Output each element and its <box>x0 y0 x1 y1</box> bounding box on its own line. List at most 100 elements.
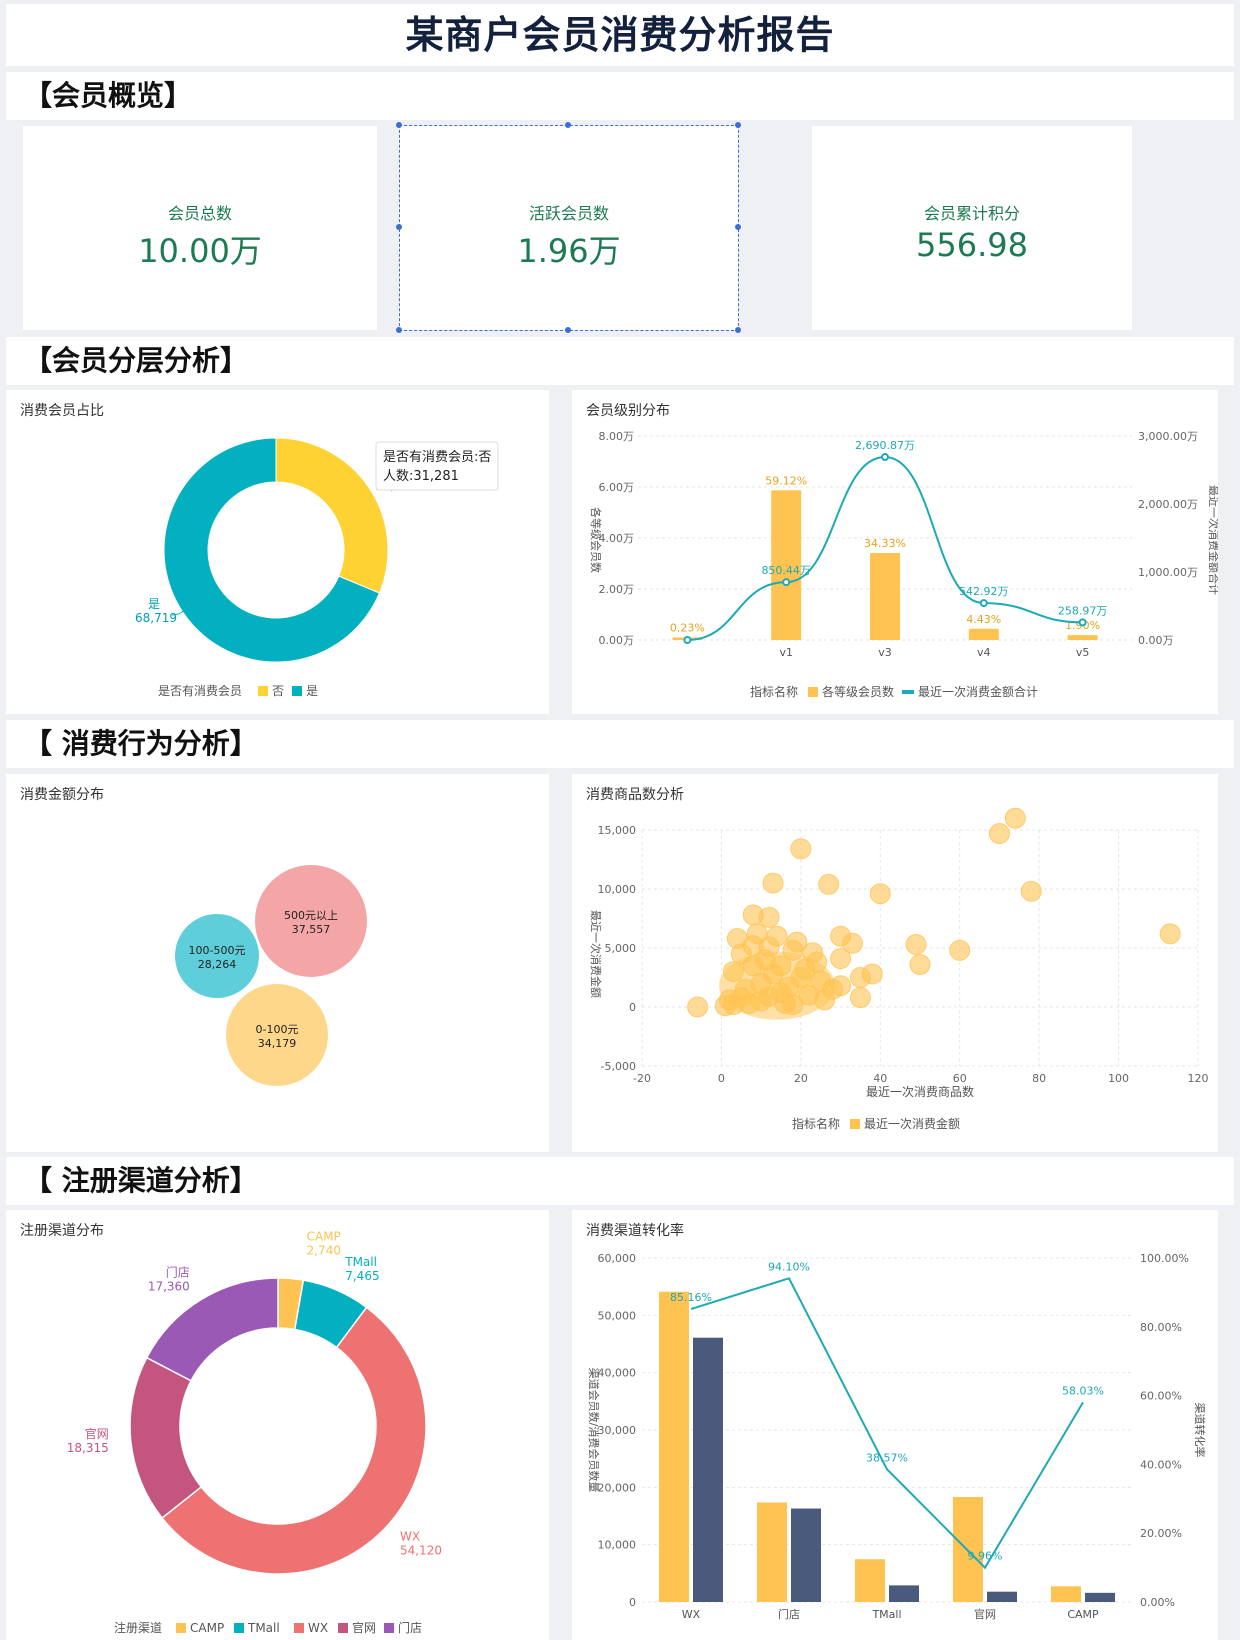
bar-消费会员数 <box>791 1508 821 1602</box>
bubble <box>255 865 367 977</box>
slice-name: WX <box>400 1529 420 1543</box>
legend-swatch <box>234 1623 244 1633</box>
line-label: 94.10% <box>768 1260 810 1273</box>
scatter-point <box>988 823 1010 845</box>
scatter-point <box>762 963 784 985</box>
bar-注册会员数 <box>855 1559 885 1602</box>
bubble-value: 37,557 <box>292 923 331 936</box>
resize-handle[interactable] <box>396 224 402 230</box>
report-title-bar: 某商户会员消费分析报告 <box>6 4 1234 66</box>
y-left-tick: 0 <box>629 1596 636 1609</box>
line-label: 258.97万 <box>1058 604 1108 617</box>
bar-消费会员数 <box>889 1585 919 1602</box>
line-point <box>782 578 791 587</box>
legend-swatch <box>808 687 818 697</box>
legend-swatch <box>338 1623 348 1633</box>
y-left-tick: 10,000 <box>598 1539 637 1552</box>
legend-label: 最近一次消费金额合计 <box>918 684 1038 699</box>
x-tick: WX <box>682 1608 701 1621</box>
legend-title: 是否有消费会员 <box>158 684 242 698</box>
y-right-label: 渠道转化率 <box>1193 1403 1207 1458</box>
y-right-label: 最近一次消费金额合计 <box>1207 485 1218 595</box>
legend-swatch <box>258 686 268 696</box>
resize-handle[interactable] <box>396 122 402 128</box>
kpi-active-members[interactable]: 活跃会员数 1.96万 <box>399 125 739 331</box>
item-count-chart: -5,000 0 5,000 10,000 15,000 -20 0 20 40 60 80 100 1… <box>589 807 1209 1131</box>
kpi-value: 10.00万 <box>138 232 262 270</box>
legend-label: 否 <box>272 684 284 698</box>
resize-handle[interactable] <box>735 327 741 333</box>
panel-title: 注册渠道分布 <box>20 1223 104 1239</box>
y-left-tick: 0.00万 <box>599 634 635 647</box>
panel-consume-share[interactable]: 消费会员占比 31,281是68,719是否有消费会员:否人数:31,281是否… <box>6 390 549 714</box>
bar <box>1067 635 1098 640</box>
x-tick: 120 <box>1188 1072 1209 1085</box>
legend-title: 指标名称 <box>750 684 798 699</box>
report-title: 某商户会员消费分析报告 <box>405 13 835 57</box>
section-overview: 【会员概览】 <box>6 72 1234 120</box>
bubble-value: 28,264 <box>198 958 237 971</box>
slice-value: 17,360 <box>148 1280 190 1294</box>
bar-注册会员数 <box>1051 1586 1081 1602</box>
kpi-total-points[interactable]: 会员累计积分 556.98 <box>812 126 1132 330</box>
x-tick: 官网 <box>974 1607 996 1621</box>
x-label: 最近一次消费商品数 <box>866 1084 974 1099</box>
resize-handle[interactable] <box>396 327 402 333</box>
y-right-tick: 40.00% <box>1140 1458 1182 1471</box>
bubble-value: 34,179 <box>258 1037 297 1050</box>
legend-label: 各等级会员数 <box>822 684 894 699</box>
resize-handle[interactable] <box>735 122 741 128</box>
tooltip-box <box>375 441 499 491</box>
kpi-value: 1.96万 <box>517 232 621 270</box>
scatter-point <box>687 996 709 1018</box>
slice-value: 7,465 <box>345 1269 379 1283</box>
scatter-point <box>782 994 804 1016</box>
panel-channel-dist[interactable]: 注册渠道分布 CAMP 2,740 TMall 7,465 WX 54,120 官网 18,3… <box>6 1210 549 1640</box>
slice-label: 68,719 <box>135 611 177 625</box>
bar-注册会员数 <box>659 1291 689 1602</box>
legend-swatch <box>902 690 914 694</box>
kpi-label: 会员累计积分 <box>923 204 1020 223</box>
panel-amount-dist[interactable]: 消费金额分布 500元以上 37,557 100-500元 28,264 0-100元 3… <box>6 774 549 1152</box>
line-label: 58.03% <box>1062 1384 1104 1397</box>
y-right-tick: 80.00% <box>1140 1321 1182 1334</box>
kpi-total-members[interactable]: 会员总数 10.00万 <box>23 126 377 330</box>
x-tick: v5 <box>1076 646 1090 659</box>
y-right-tick: 100.00% <box>1140 1252 1189 1265</box>
resize-handle[interactable] <box>565 122 571 128</box>
x-tick: CAMP <box>1067 1608 1099 1621</box>
panel-item-count[interactable]: 消费商品数分析 -5,000 0 5,000 10,000 15,000 -20 0 20 40… <box>572 774 1218 1152</box>
x-tick: 40 <box>873 1072 887 1085</box>
panel-level-dist[interactable]: 会员级别分布 0.00万 2.00万 4.00万 6.00万 8.00万 0.00万 1,0… <box>572 390 1218 714</box>
y-tick: 5,000 <box>605 942 637 955</box>
slice-value: 2,740 <box>307 1244 341 1258</box>
resize-handle[interactable] <box>735 224 741 230</box>
scatter-point <box>1159 923 1181 945</box>
line-point <box>979 599 988 608</box>
x-tick: 80 <box>1032 1072 1046 1085</box>
scatter-point <box>818 873 840 895</box>
slice-label: 是 <box>148 597 160 611</box>
slice-name: TMall <box>344 1255 377 1269</box>
kpi-label: 活跃会员数 <box>528 204 609 223</box>
y-label: 最近一次消费金额 <box>589 910 603 998</box>
panel-channel-conversion[interactable]: 消费渠道转化率 0 10,000 20,000 30,000 40,000 50,000 6… <box>572 1210 1218 1640</box>
x-tick: 20 <box>794 1072 808 1085</box>
panel-title: 消费商品数分析 <box>586 787 684 803</box>
pie-slice-否 <box>275 437 389 594</box>
bar-label: 0.23% <box>670 621 705 634</box>
section-channel: 【 注册渠道分析】 <box>6 1157 1234 1205</box>
line-point <box>881 453 889 462</box>
y-left-label: 渠道会员数/消费会员数量 <box>587 1368 601 1493</box>
section-behavior: 【 消费行为分析】 <box>6 720 1234 768</box>
legend-label: WX <box>308 1621 328 1635</box>
legend-swatch <box>292 686 302 696</box>
x-tick: -20 <box>633 1072 651 1085</box>
bar <box>771 490 802 640</box>
resize-handle[interactable] <box>565 327 571 333</box>
scatter-point <box>1020 880 1042 902</box>
scatter-point <box>802 942 824 964</box>
scatter-point <box>830 948 852 970</box>
y-left-tick: 6.00万 <box>599 481 635 494</box>
slice-name: 门店 <box>166 1265 190 1280</box>
